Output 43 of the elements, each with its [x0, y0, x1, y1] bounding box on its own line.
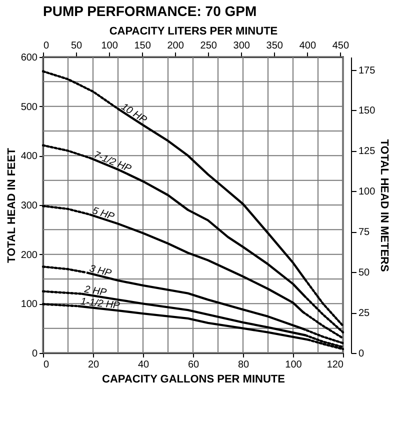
x-tick-label: 20 [88, 360, 100, 370]
x2-tick-label: 300 [233, 40, 250, 52]
text: 7-1/2 HP [92, 150, 133, 175]
y-tick-label: 100 [20, 299, 38, 310]
chart-title: PUMP PERFORMANCE: 70 GPM [43, 3, 257, 19]
x2-tick-label: 0 [44, 40, 50, 52]
x2-tick-label: 50 [70, 40, 83, 52]
x2-tick-label: 400 [299, 40, 316, 52]
x2-tick-label: 150 [134, 40, 152, 52]
x2-tick-label: 250 [200, 40, 218, 52]
x-tick-label: 40 [138, 360, 150, 370]
y-axis-title: TOTAL HEAD IN FEET [6, 148, 18, 263]
y-tick-label: 600 [20, 52, 38, 64]
y2-tick-label: 100 [358, 186, 376, 198]
text: 5 HP [90, 205, 116, 223]
y-tick-label: 0 [32, 348, 38, 360]
x-tick-label: 100 [285, 360, 302, 370]
y-tick-label: 400 [20, 151, 38, 162]
x-tick-label: 60 [188, 360, 200, 370]
x2-tick-label: 200 [167, 40, 184, 52]
y2-tick-label: 125 [358, 146, 376, 158]
text: 2 HP [82, 284, 108, 299]
y2-tick-label: 175 [358, 65, 376, 76]
y2-tick-label: 75 [358, 227, 370, 238]
y2-tick-label: 50 [358, 268, 370, 279]
x2-tick-label: 350 [266, 40, 284, 52]
y-tick-label: 500 [20, 102, 38, 113]
x-tick-label: 80 [238, 360, 250, 370]
x2-tick-label: 100 [101, 40, 118, 52]
x2-tick-label: 450 [332, 40, 350, 52]
x-tick-label: 0 [44, 360, 50, 370]
x-axis-title: CAPACITY GALLONS PER MINUTE [102, 374, 285, 386]
y2-tick-label: 150 [358, 106, 376, 117]
x2-axis-title: CAPACITY LITERS PER MINUTE [109, 26, 278, 38]
text: 1-1/2 HP [80, 296, 121, 312]
y2-axis-title: TOTAL HEAD IN METERS [378, 139, 390, 272]
y2-tick-label: 25 [358, 308, 370, 320]
x-tick-label: 120 [326, 360, 344, 370]
y-tick-label: 200 [20, 250, 38, 261]
text: 10 HP [119, 102, 149, 126]
text: 3 HP [88, 263, 113, 280]
y-tick-label: 300 [20, 200, 38, 212]
y2-tick-label: 0 [358, 348, 364, 360]
